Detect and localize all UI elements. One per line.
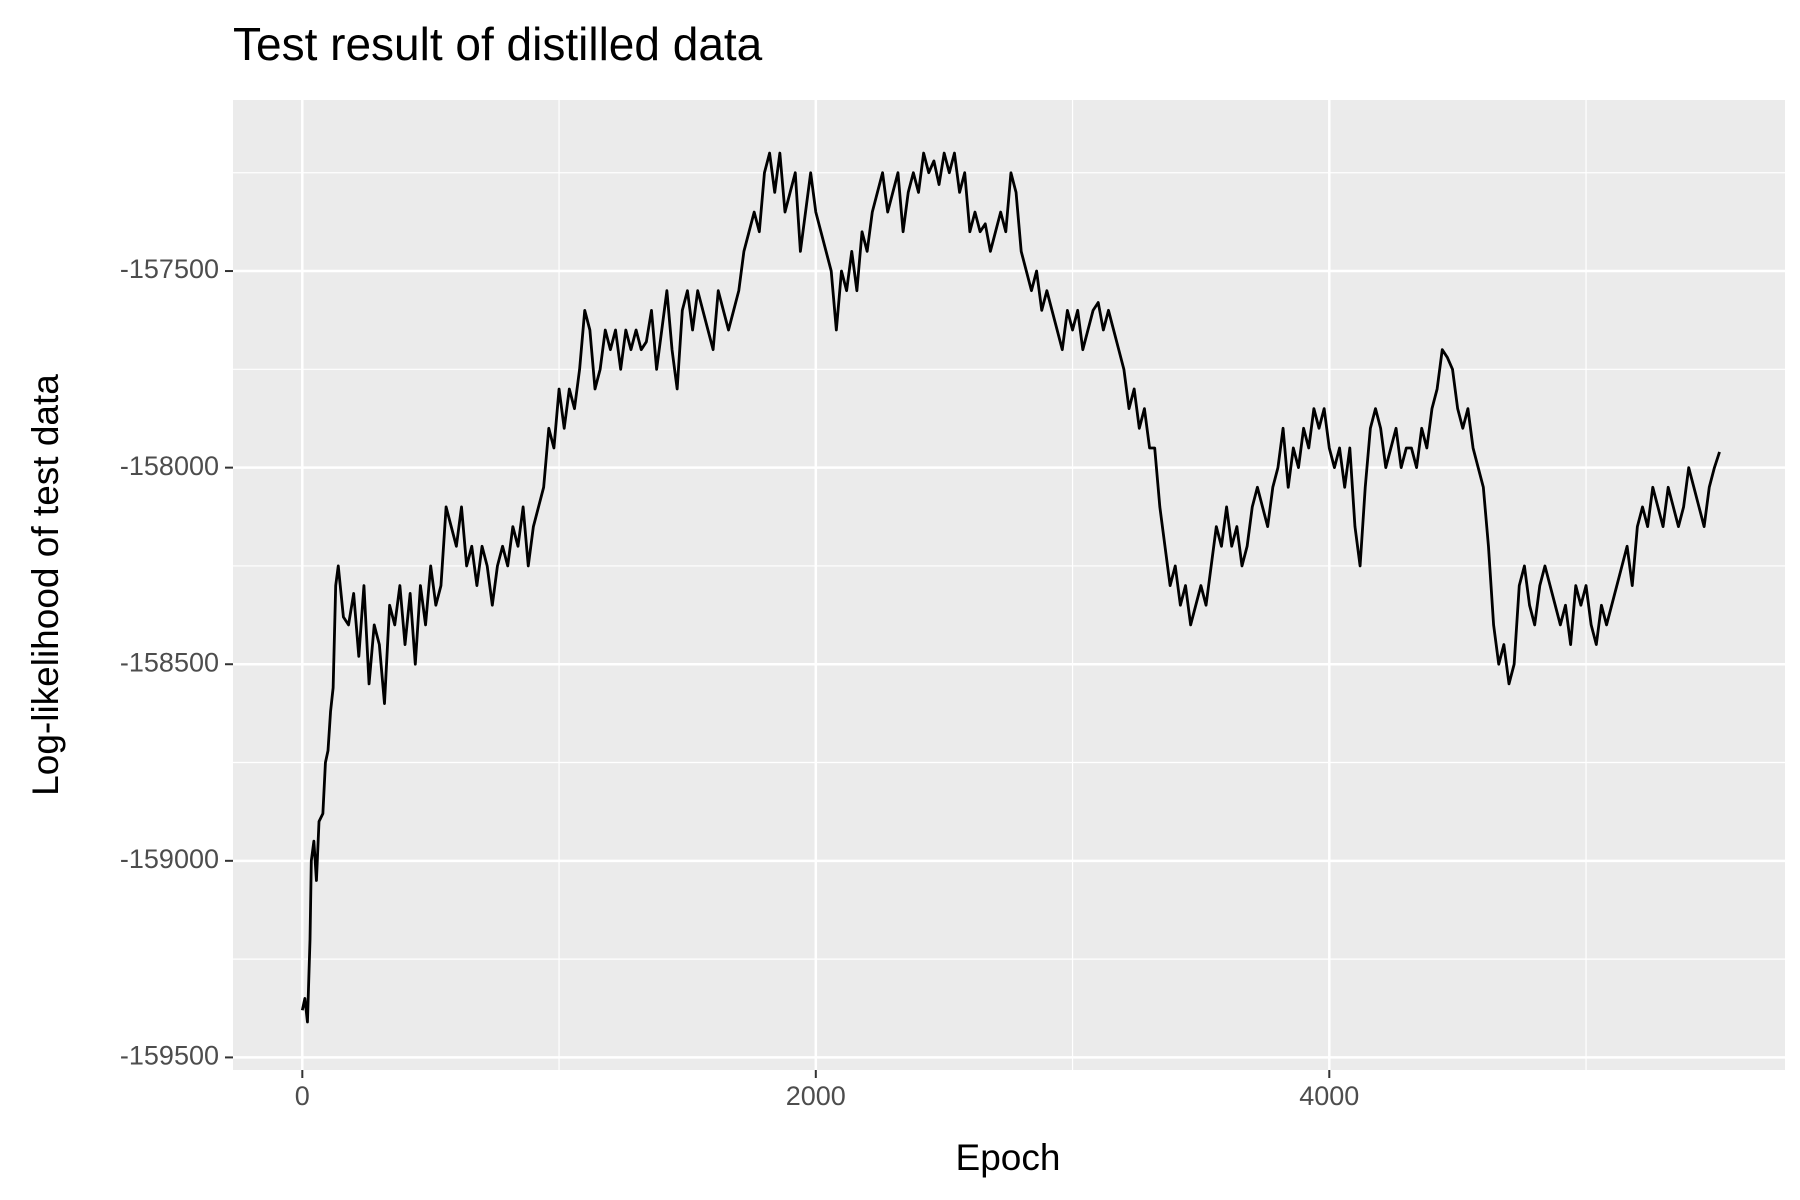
x-tick-label: 4000 <box>1299 1081 1359 1111</box>
x-tick-label: 2000 <box>786 1081 846 1111</box>
y-tick-label: -159000 <box>120 844 219 874</box>
x-axis-title: Epoch <box>956 1137 1061 1178</box>
data-line <box>300 151 1721 1024</box>
y-axis-title: Log-likelihood of test data <box>25 374 66 796</box>
y-tick-label: -159500 <box>120 1041 219 1071</box>
x-tick-label: 0 <box>295 1081 310 1111</box>
y-tick-label: -158500 <box>120 647 219 677</box>
chart-title: Test result of distilled data <box>233 18 763 70</box>
plot-panel <box>233 100 1785 1070</box>
y-tick-label: -157500 <box>120 254 219 284</box>
y-tick-label: -158000 <box>120 451 219 481</box>
